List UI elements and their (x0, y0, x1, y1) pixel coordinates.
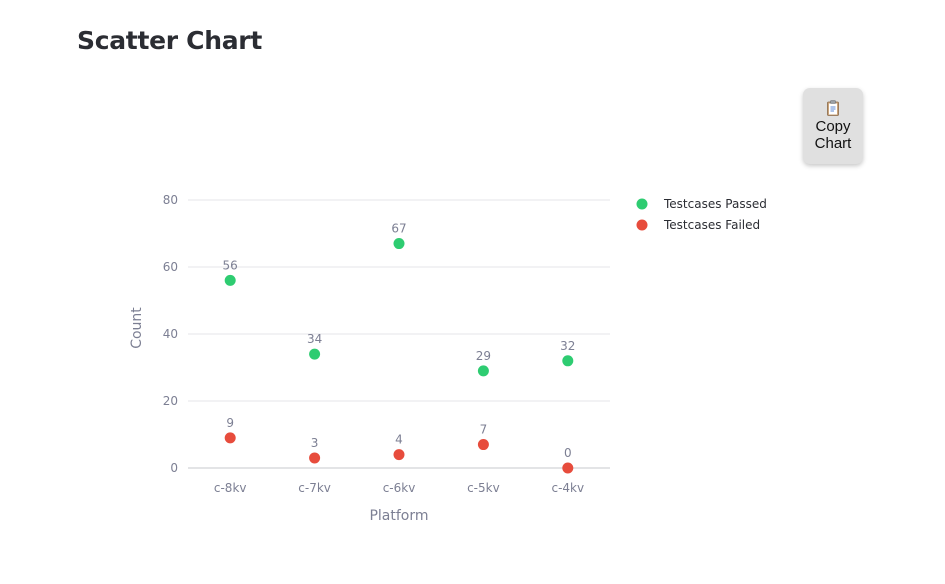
legend-label: Testcases Failed (663, 218, 760, 232)
page-title: Scatter Chart (77, 26, 262, 55)
data-label: 9 (226, 416, 234, 430)
scatter-point[interactable] (562, 462, 574, 474)
legend: Testcases Passed Testcases Failed (636, 197, 767, 232)
x-tick-label: c-5kv (467, 481, 500, 495)
data-label: 32 (560, 339, 575, 353)
legend-marker (636, 219, 648, 231)
scatter-point[interactable] (309, 452, 321, 464)
x-axis-title: Platform (369, 508, 428, 524)
y-tick-label: 60 (163, 260, 178, 274)
data-label: 3 (311, 436, 319, 450)
data-label: 0 (564, 446, 572, 460)
y-tick-label: 20 (163, 394, 178, 408)
y-tick-label: 40 (163, 327, 178, 341)
legend-label: Testcases Passed (663, 197, 767, 211)
data-label: 56 (223, 258, 238, 272)
legend-item[interactable]: Testcases Passed (636, 197, 767, 211)
grid-lines (188, 199, 610, 402)
copy-chart-button[interactable]: Copy Chart (803, 88, 863, 164)
data-label: 67 (391, 222, 406, 236)
x-tick-label: c-6kv (383, 481, 416, 495)
y-tick-label: 80 (163, 193, 178, 207)
x-tick-label: c-7kv (298, 481, 331, 495)
scatter-point[interactable] (309, 348, 321, 360)
data-label: 29 (476, 349, 491, 363)
scatter-point[interactable] (393, 449, 405, 461)
scatter-point[interactable] (477, 439, 489, 451)
legend-marker (636, 198, 648, 210)
scatter-point[interactable] (393, 238, 405, 250)
data-label: 34 (307, 332, 322, 346)
legend-item[interactable]: Testcases Failed (636, 218, 761, 232)
x-tick-label: c-8kv (214, 481, 247, 495)
x-tick-label: c-4kv (551, 481, 584, 495)
clipboard-icon (827, 100, 839, 116)
data-points (224, 238, 574, 474)
scatter-point[interactable] (224, 432, 236, 444)
data-label: 4 (395, 433, 403, 447)
scatter-point[interactable] (224, 274, 236, 286)
data-label: 7 (480, 423, 488, 437)
scatter-point[interactable] (477, 365, 489, 377)
scatter-point[interactable] (562, 355, 574, 367)
y-axis-title: Count (129, 307, 145, 349)
copy-chart-label: Copy Chart (814, 118, 852, 152)
y-tick-label: 0 (170, 461, 178, 475)
